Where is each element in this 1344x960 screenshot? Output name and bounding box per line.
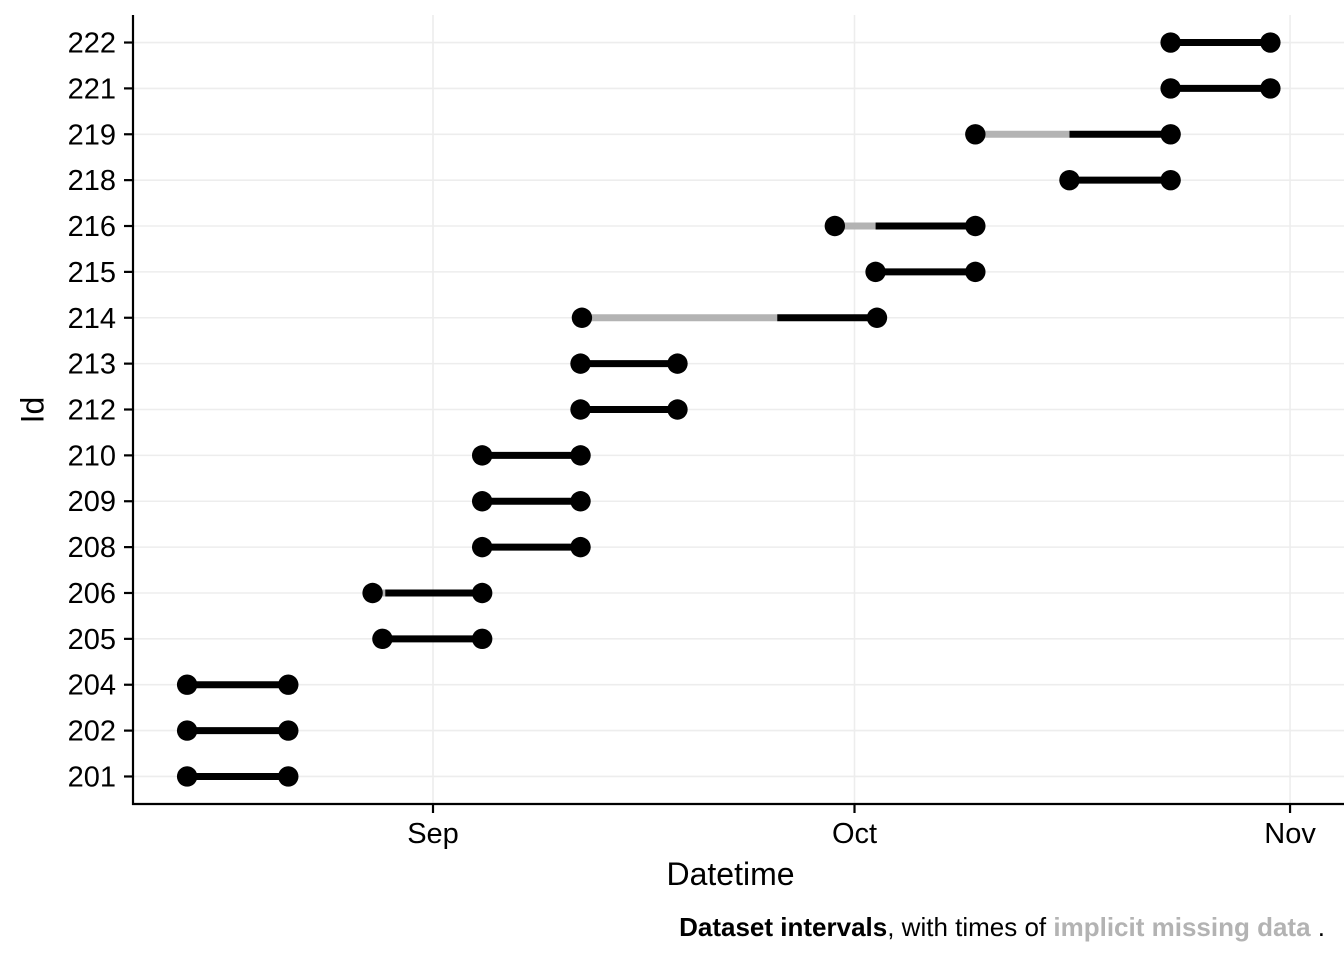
y-tick-label-214: 214: [68, 303, 116, 335]
start-dot-212: [570, 399, 591, 420]
caption-part-1: , with times of: [887, 912, 1054, 942]
y-tick-label-216: 216: [68, 211, 116, 243]
end-dot-202: [278, 720, 299, 741]
start-dot-208: [471, 536, 493, 558]
y-tick-label-219: 219: [68, 119, 116, 151]
start-dot-216: [824, 215, 846, 237]
start-dot-222: [1160, 32, 1181, 53]
y-tick-label-202: 202: [68, 716, 116, 748]
x-tick-label-Sep: Sep: [407, 818, 459, 850]
end-dot-209: [570, 491, 591, 512]
end-dot-221: [1260, 78, 1281, 99]
end-dot-206: [471, 582, 493, 604]
x-axis-title: Datetime: [666, 856, 795, 892]
end-dot-201: [278, 766, 299, 787]
start-dot-201: [176, 766, 198, 787]
start-dot-209: [471, 491, 493, 512]
x-tick-label-Oct: Oct: [832, 818, 877, 850]
y-tick-label-204: 204: [68, 670, 116, 702]
caption: Dataset intervals, with times of implici…: [679, 912, 1325, 943]
end-dot-204: [278, 674, 299, 695]
caption-part-2: implicit missing data: [1053, 912, 1311, 942]
start-dot-206: [362, 582, 383, 604]
y-tick-label-221: 221: [68, 73, 116, 105]
y-axis-title: Id: [14, 396, 51, 424]
end-dot-222: [1260, 32, 1281, 53]
caption-part-0: Dataset intervals: [679, 912, 888, 942]
y-tick-label-210: 210: [68, 440, 116, 472]
y-tick-label-213: 213: [68, 349, 116, 381]
start-dot-218: [1059, 169, 1080, 191]
start-dot-219: [965, 124, 986, 145]
y-tick-label-209: 209: [68, 486, 116, 518]
start-dot-204: [176, 674, 198, 695]
y-tick-label-212: 212: [68, 395, 116, 427]
x-tick-label-Nov: Nov: [1264, 818, 1316, 850]
end-dot-216: [965, 215, 986, 237]
end-dot-218: [1160, 169, 1181, 191]
start-dot-210: [471, 445, 493, 466]
end-dot-205: [471, 628, 493, 650]
end-dot-213: [667, 353, 688, 374]
start-dot-213: [570, 353, 591, 374]
end-dot-214: [866, 307, 888, 328]
end-dot-210: [570, 445, 591, 466]
end-dot-215: [965, 261, 986, 283]
y-tick-label-205: 205: [68, 624, 116, 656]
start-dot-214: [571, 307, 593, 328]
y-tick-label-208: 208: [68, 532, 116, 564]
y-tick-label-206: 206: [68, 578, 116, 610]
y-tick-label-218: 218: [68, 165, 116, 197]
end-dot-219: [1160, 124, 1181, 145]
start-dot-215: [865, 261, 886, 283]
caption-part-3: .: [1310, 912, 1325, 942]
end-dot-208: [570, 536, 591, 558]
end-dot-212: [667, 399, 688, 420]
y-tick-label-215: 215: [68, 257, 116, 289]
start-dot-202: [176, 720, 198, 741]
y-tick-label-222: 222: [68, 28, 116, 60]
y-tick-label-201: 201: [68, 761, 116, 793]
start-dot-205: [372, 628, 393, 650]
start-dot-221: [1160, 78, 1181, 99]
